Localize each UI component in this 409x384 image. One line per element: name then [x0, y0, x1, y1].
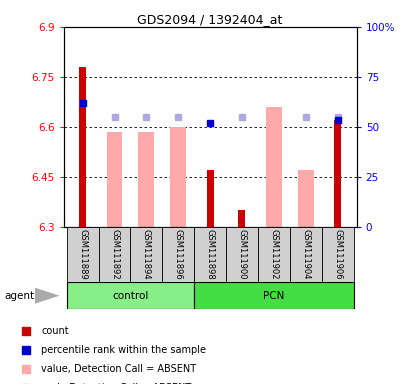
Text: PCN: PCN [263, 291, 284, 301]
Bar [194, 282, 353, 309]
Text: value, Detection Call = ABSENT: value, Detection Call = ABSENT [41, 364, 196, 374]
Text: GSM111902: GSM111902 [269, 229, 278, 280]
Bar [67, 282, 194, 309]
Text: GSM111896: GSM111896 [173, 229, 182, 280]
Text: GSM111906: GSM111906 [332, 229, 341, 280]
Text: control: control [112, 291, 148, 301]
Bar [130, 227, 162, 282]
Bar [138, 132, 154, 227]
Bar [321, 227, 353, 282]
Bar [225, 227, 257, 282]
Bar [297, 170, 313, 227]
Bar [79, 67, 86, 227]
Bar [170, 127, 186, 227]
Bar [194, 227, 225, 282]
Bar [333, 120, 340, 227]
Bar [67, 227, 98, 282]
Text: GSM111892: GSM111892 [110, 229, 119, 280]
Bar [257, 227, 289, 282]
Bar [238, 210, 245, 227]
Text: agent: agent [4, 291, 34, 301]
Text: rank, Detection Call = ABSENT: rank, Detection Call = ABSENT [41, 383, 191, 384]
Text: GSM111904: GSM111904 [301, 229, 310, 280]
Bar [265, 107, 281, 227]
Text: GSM111898: GSM111898 [205, 229, 214, 280]
Text: GSM111894: GSM111894 [142, 229, 151, 280]
Title: GDS2094 / 1392404_at: GDS2094 / 1392404_at [137, 13, 282, 26]
Text: percentile rank within the sample: percentile rank within the sample [41, 345, 206, 355]
Bar [162, 227, 194, 282]
Text: GSM111900: GSM111900 [237, 229, 246, 280]
Polygon shape [35, 288, 59, 304]
Bar [289, 227, 321, 282]
Text: GSM111889: GSM111889 [78, 229, 87, 280]
Text: count: count [41, 326, 69, 336]
Bar [98, 227, 130, 282]
Bar [206, 170, 213, 227]
Bar [106, 132, 122, 227]
